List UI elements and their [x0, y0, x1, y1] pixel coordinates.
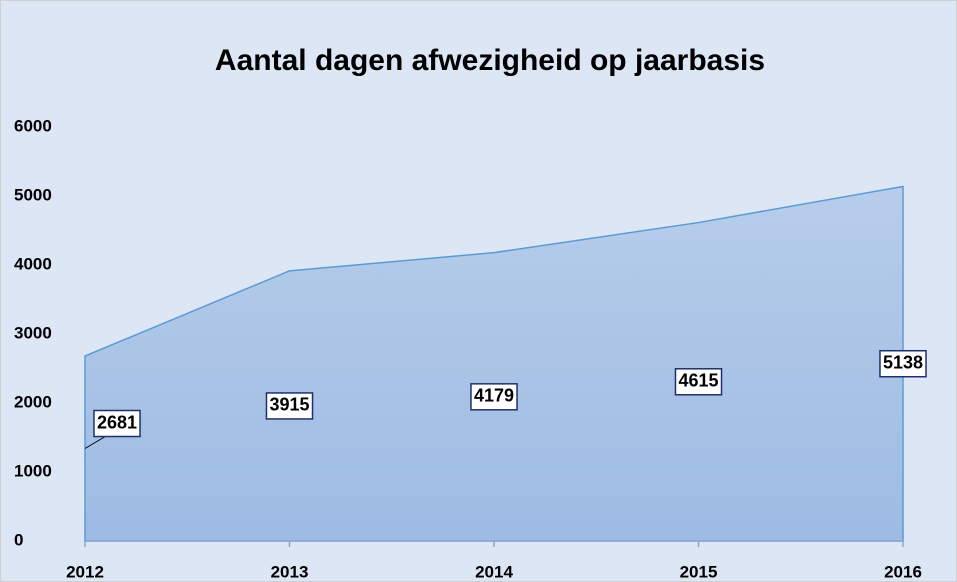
y-tick-label: 0 — [14, 530, 23, 549]
y-tick-label: 2000 — [14, 392, 52, 411]
data-label: 3915 — [269, 395, 309, 415]
chart-title: Aantal dagen afwezigheid op jaarbasis — [215, 44, 765, 77]
y-tick-label: 5000 — [14, 185, 52, 204]
x-tick-label: 2014 — [475, 562, 513, 581]
data-label: 2681 — [97, 412, 137, 432]
x-tick-label: 2016 — [884, 562, 922, 581]
data-label-box — [674, 368, 723, 396]
data-label-box — [93, 409, 141, 438]
y-tick-label: 6000 — [14, 116, 52, 135]
area — [84, 185, 904, 542]
data-label-box — [265, 392, 314, 420]
x-tick-label: 2012 — [66, 562, 104, 581]
data-label: 5138 — [883, 352, 923, 372]
x-tick-label: 2013 — [271, 562, 309, 581]
y-tick-label: 3000 — [14, 323, 52, 342]
leader-line — [84, 435, 108, 449]
data-label: 4179 — [474, 386, 514, 406]
y-tick-label: 1000 — [14, 461, 52, 480]
y-tick-label: 4000 — [14, 254, 52, 273]
data-label: 4615 — [678, 371, 718, 391]
data-label-box — [879, 349, 927, 378]
data-label-box — [470, 383, 518, 411]
x-tick-label: 2015 — [680, 562, 718, 581]
